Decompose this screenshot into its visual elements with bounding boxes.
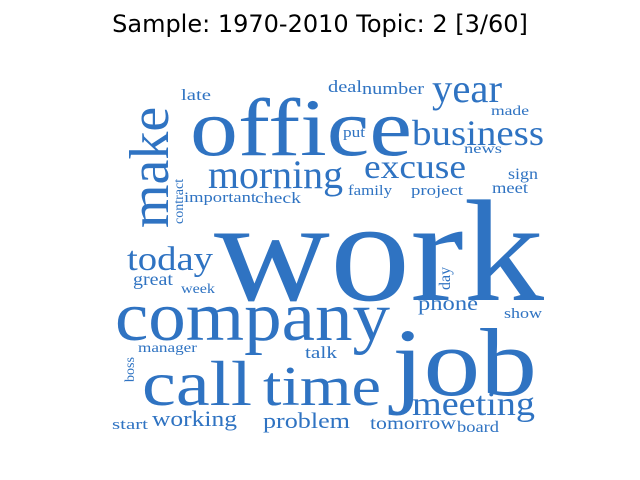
word-contract: contract (172, 179, 187, 224)
word-job: job (388, 309, 537, 416)
figure-title: Sample: 1970-2010 Topic: 2 [3/60] (112, 10, 528, 38)
word-start: start (112, 417, 149, 433)
word-board: board (457, 419, 499, 436)
word-manager: manager (138, 341, 197, 356)
word-talk: talk (305, 343, 338, 362)
word-year: year (432, 66, 502, 111)
word-day: day (437, 267, 454, 290)
word-meeting: meeting (412, 386, 535, 423)
word-news: news (464, 142, 502, 157)
word-meet: meet (492, 180, 529, 197)
word-put: put (343, 125, 366, 141)
word-check: check (255, 190, 301, 207)
word-phone: phone (418, 293, 478, 315)
word-tomorrow: tomorrow (370, 413, 456, 433)
word-working: working (152, 406, 237, 431)
word-business: business (412, 113, 544, 153)
word-time: time (263, 356, 381, 418)
word-office: office (190, 82, 412, 173)
word-work: work (214, 172, 545, 332)
word-project: project (411, 183, 464, 199)
word-great: great (133, 269, 173, 289)
word-excuse: excuse (364, 149, 466, 186)
word-morning: morning (208, 152, 343, 197)
word-week: week (181, 282, 215, 297)
word-sign: sign (508, 166, 538, 183)
word-made: made (491, 104, 529, 119)
word-show: show (504, 306, 542, 322)
word-make: make (119, 107, 181, 228)
word-family: family (348, 183, 393, 199)
word-today: today (127, 241, 213, 278)
word-late: late (181, 87, 211, 104)
word-call: call (142, 348, 252, 419)
word-company: company (115, 279, 390, 356)
word-number: number (362, 79, 424, 98)
word-important: important (184, 190, 257, 206)
word-deal: deal (328, 77, 362, 96)
word-boss: boss (123, 357, 138, 382)
word-problem: problem (263, 408, 350, 433)
